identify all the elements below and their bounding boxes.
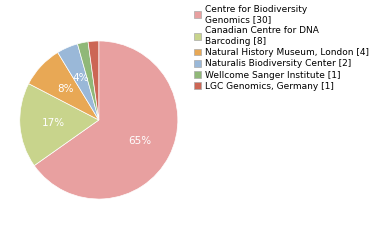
Legend: Centre for Biodiversity
Genomics [30], Canadian Centre for DNA
Barcoding [8], Na: Centre for Biodiversity Genomics [30], C… (194, 5, 369, 91)
Text: 8%: 8% (57, 84, 74, 94)
Wedge shape (20, 84, 99, 166)
Wedge shape (28, 53, 99, 120)
Wedge shape (58, 44, 99, 120)
Wedge shape (34, 41, 178, 199)
Text: 17%: 17% (41, 118, 65, 128)
Text: 65%: 65% (128, 136, 151, 146)
Wedge shape (78, 42, 99, 120)
Text: 4%: 4% (72, 73, 89, 83)
Wedge shape (88, 41, 99, 120)
